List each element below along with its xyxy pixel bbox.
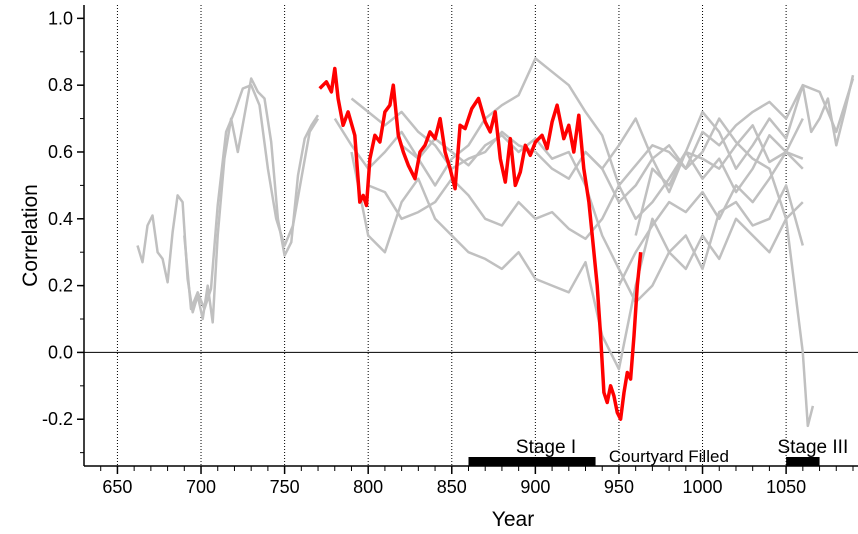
background-series-1 — [136, 77, 320, 324]
axes: -0.2 0.0 0.2 0.4 0.6 0.8 1.0 650 700 750 800 850 900… — [42, 5, 858, 497]
x-tick-label-850: 850 — [437, 477, 467, 497]
x-tick-label-900: 900 — [520, 477, 550, 497]
y-axis-title: Correlation — [19, 184, 42, 287]
x-tick-label-700: 700 — [186, 477, 216, 497]
background-series-3 — [333, 57, 804, 221]
stage-1-bar — [468, 457, 596, 466]
x-tick-label-1050: 1050 — [766, 477, 806, 497]
x-axis-title: Year — [492, 508, 534, 531]
y-tick-label-1: 0.0 — [48, 342, 73, 362]
background-series-7 — [400, 134, 804, 304]
y-tick-label-4: 0.6 — [48, 142, 73, 162]
y-tick-label-6: 1.0 — [48, 8, 73, 28]
y-tick-label-2: 0.2 — [48, 276, 73, 296]
background-series-10 — [634, 134, 804, 236]
background-series-8 — [584, 74, 855, 194]
stage-1-label: Stage I — [516, 437, 576, 458]
stage-annotations: Stage I Courtyard Filled Stage III — [468, 437, 848, 466]
background-series-2 — [183, 83, 320, 311]
background-series-4 — [350, 151, 805, 371]
background-series-9 — [617, 150, 804, 287]
x-tick-label-800: 800 — [353, 477, 383, 497]
background-series-group — [136, 57, 855, 428]
y-tick-label-3: 0.4 — [48, 209, 73, 229]
y-tick-label-0: -0.2 — [42, 409, 73, 429]
x-tick-label-950: 950 — [604, 477, 634, 497]
stage-3-bar — [786, 457, 820, 466]
x-tick-label-1000: 1000 — [683, 477, 723, 497]
highlight-series-group — [318, 66, 643, 421]
highlight-series-line — [318, 66, 643, 421]
y-tick-label-5: 0.8 — [48, 75, 73, 95]
courtyard-filled-label: Courtyard Filled — [609, 447, 729, 466]
gridlines — [116, 5, 787, 466]
background-series-6 — [367, 78, 855, 241]
x-tick-label-750: 750 — [270, 477, 300, 497]
stage-3-label: Stage III — [777, 437, 848, 458]
x-tick-label-650: 650 — [102, 477, 132, 497]
